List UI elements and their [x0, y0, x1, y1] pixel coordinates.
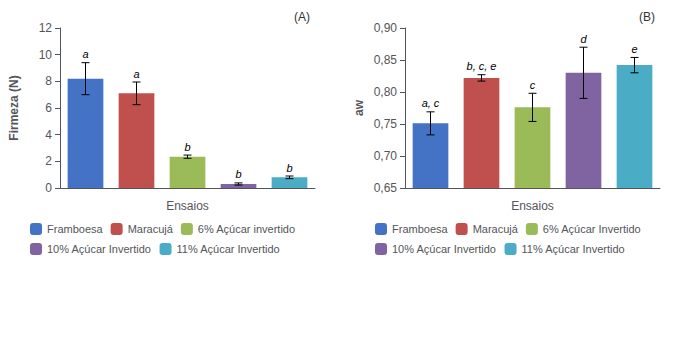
svg-text:b: b	[286, 162, 292, 174]
svg-text:e: e	[631, 43, 637, 55]
svg-text:6: 6	[45, 101, 52, 115]
svg-text:12: 12	[39, 21, 53, 35]
svg-text:10% Açúcar Invertido: 10% Açúcar Invertido	[47, 243, 151, 255]
svg-text:d: d	[580, 33, 587, 45]
svg-text:Maracujá: Maracujá	[128, 223, 174, 235]
svg-text:Framboesa: Framboesa	[392, 223, 449, 235]
svg-text:0,90: 0,90	[374, 21, 398, 35]
svg-text:b: b	[184, 141, 190, 153]
svg-text:Ensaios: Ensaios	[511, 199, 554, 213]
svg-text:0,80: 0,80	[374, 85, 398, 99]
svg-text:2: 2	[45, 154, 52, 168]
svg-text:0,65: 0,65	[374, 181, 398, 195]
svg-text:aw: aw	[352, 99, 366, 116]
svg-text:Maracujá: Maracujá	[473, 223, 519, 235]
svg-text:a, c: a, c	[422, 97, 440, 109]
svg-text:0,70: 0,70	[374, 149, 398, 163]
svg-text:(B): (B)	[639, 10, 655, 24]
svg-text:Framboesa: Framboesa	[47, 223, 104, 235]
svg-text:10% Açúcar Invertido: 10% Açúcar Invertido	[392, 243, 496, 255]
svg-text:6% Açúcar invertido: 6% Açúcar invertido	[198, 223, 295, 235]
svg-text:Firmeza (N): Firmeza (N)	[7, 75, 21, 140]
svg-text:b, c, e: b, c, e	[467, 60, 497, 72]
svg-text:0,85: 0,85	[374, 53, 398, 67]
svg-text:4: 4	[45, 128, 52, 142]
svg-text:0,75: 0,75	[374, 117, 398, 131]
svg-text:a: a	[133, 68, 139, 80]
svg-text:8: 8	[45, 74, 52, 88]
svg-text:c: c	[530, 79, 536, 91]
svg-text:Ensaios: Ensaios	[166, 199, 209, 213]
svg-text:0: 0	[45, 181, 52, 195]
svg-text:11% Açúcar Invertido: 11% Açúcar Invertido	[177, 243, 280, 255]
svg-text:(A): (A)	[294, 10, 310, 24]
svg-text:a: a	[82, 48, 88, 60]
svg-text:11% Açúcar Invertido: 11% Açúcar Invertido	[522, 243, 625, 255]
svg-text:6% Açúcar Invertido: 6% Açúcar Invertido	[543, 223, 641, 235]
svg-text:b: b	[235, 168, 241, 180]
svg-text:10: 10	[39, 48, 53, 62]
